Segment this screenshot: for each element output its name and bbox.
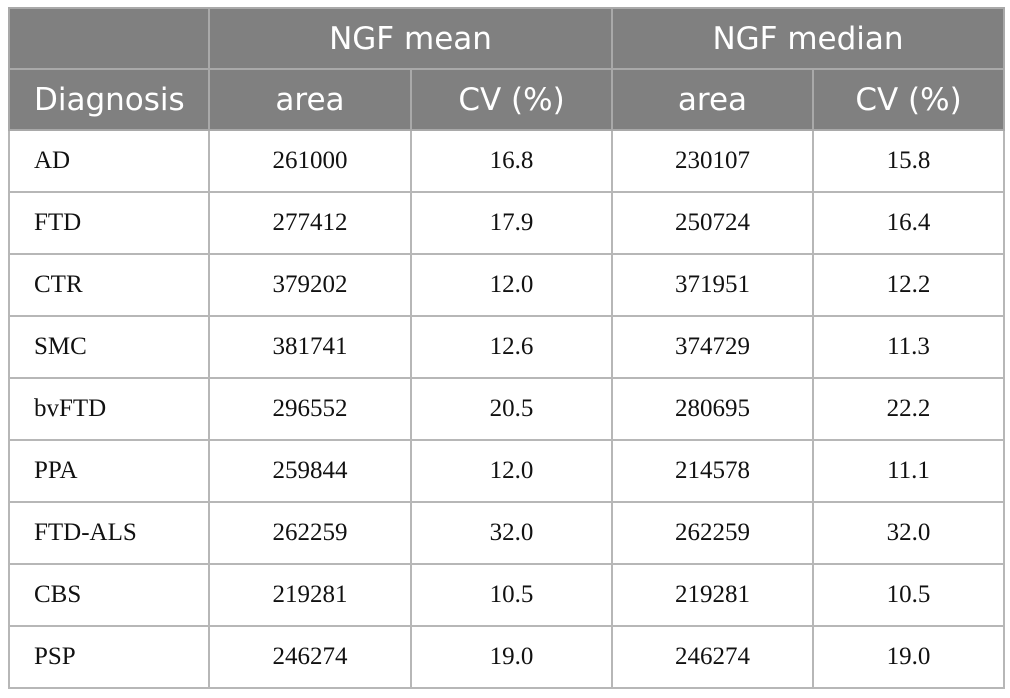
cell: 246274	[611, 625, 814, 689]
cell: 280695	[611, 377, 814, 441]
group-header: NGF mean	[208, 7, 613, 70]
cell: 32.0	[410, 501, 613, 565]
table-row: CBS 219281 10.5 219281 10.5	[8, 563, 1006, 627]
table-row: PSP 246274 19.0 246274 19.0	[8, 625, 1006, 689]
cell: 12.0	[410, 253, 613, 317]
row-label: PSP	[8, 625, 210, 689]
group-header: NGF median	[610, 7, 1006, 70]
table-row: PPA 259844 12.0 214578 11.1	[8, 439, 1006, 503]
cell: 15.8	[811, 129, 1006, 193]
cell: 10.5	[410, 563, 613, 627]
cell: 12.6	[410, 315, 613, 379]
cell: 17.9	[410, 191, 613, 255]
header-empty	[8, 7, 210, 70]
column-header: area	[208, 68, 412, 131]
cell: 381741	[208, 315, 412, 379]
cell: 296552	[208, 377, 412, 441]
cell: 374729	[611, 315, 814, 379]
cell: 250724	[611, 191, 814, 255]
column-header: area	[611, 68, 814, 131]
cell: 230107	[611, 129, 814, 193]
row-label: bvFTD	[8, 377, 210, 441]
table-row: CTR 379202 12.0 371951 12.2	[8, 253, 1006, 317]
table-body: AD 261000 16.8 230107 15.8 FTD 277412 17.9 25072…	[8, 129, 1006, 689]
table-header: NGF mean NGF median Diagnosis area CV (%) a…	[8, 7, 1006, 131]
cell: 219281	[208, 563, 412, 627]
table-row: FTD 277412 17.9 250724 16.4	[8, 191, 1006, 255]
cell: 11.1	[811, 439, 1006, 503]
cell: 20.5	[410, 377, 613, 441]
cell: 259844	[208, 439, 412, 503]
cell: 11.3	[811, 315, 1006, 379]
row-label: CBS	[8, 563, 210, 627]
cell: 32.0	[811, 501, 1006, 565]
cell: 22.2	[811, 377, 1006, 441]
row-label: FTD	[8, 191, 210, 255]
cell: 246274	[208, 625, 412, 689]
cell: 371951	[611, 253, 814, 317]
row-label: FTD-ALS	[8, 501, 210, 565]
column-header: CV (%)	[410, 68, 613, 131]
cell: 277412	[208, 191, 412, 255]
cell: 16.8	[410, 129, 613, 193]
row-label: AD	[8, 129, 210, 193]
table-row: FTD-ALS 262259 32.0 262259 32.0	[8, 501, 1006, 565]
cell: 16.4	[811, 191, 1006, 255]
cell: 214578	[611, 439, 814, 503]
column-row: Diagnosis area CV (%) area CV (%)	[8, 68, 1006, 131]
cell: 261000	[208, 129, 412, 193]
table-row: AD 261000 16.8 230107 15.8	[8, 129, 1006, 193]
row-label: SMC	[8, 315, 210, 379]
column-header: Diagnosis	[8, 68, 210, 131]
row-label: PPA	[8, 439, 210, 503]
cell: 12.2	[811, 253, 1006, 317]
cell: 19.0	[410, 625, 613, 689]
cell: 219281	[611, 563, 814, 627]
cell: 262259	[611, 501, 814, 565]
cell: 12.0	[410, 439, 613, 503]
column-header: CV (%)	[811, 68, 1006, 131]
group-row: NGF mean NGF median	[8, 7, 1006, 70]
cell: 10.5	[811, 563, 1006, 627]
row-label: CTR	[8, 253, 210, 317]
table-row: bvFTD 296552 20.5 280695 22.2	[8, 377, 1006, 441]
cell: 262259	[208, 501, 412, 565]
cell: 379202	[208, 253, 412, 317]
cell: 19.0	[811, 625, 1006, 689]
data-table: NGF mean NGF median Diagnosis area CV (%) a…	[8, 7, 1006, 689]
table-row: SMC 381741 12.6 374729 11.3	[8, 315, 1006, 379]
